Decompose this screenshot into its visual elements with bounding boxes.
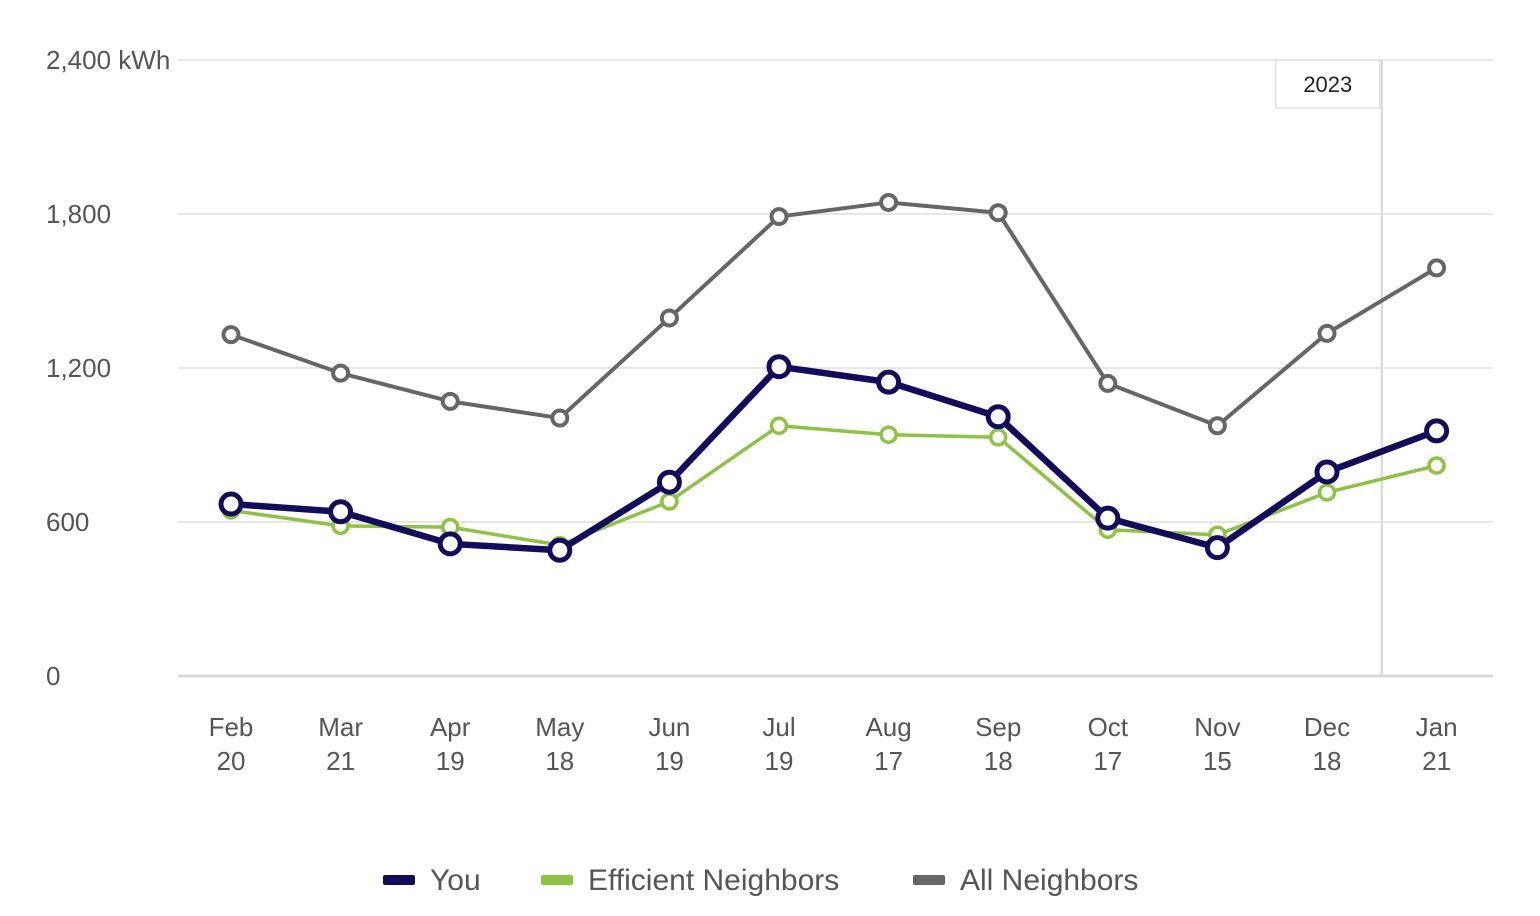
y-axis: 0 600 1,200 1,800 2,400 kWh: [46, 45, 170, 691]
legend: You Efficient Neighbors All Neighbors: [383, 864, 1138, 897]
x-tick-day-label: 19: [436, 746, 465, 776]
x-tick-month-label: Jan: [1416, 712, 1458, 742]
efficient-neighbors-point-sep: [988, 428, 1008, 447]
efficient-neighbors-point-jun: [660, 492, 679, 511]
grid-lines: [178, 59, 1493, 678]
all-neighbors-point-mar: [331, 363, 351, 383]
you-point-oct: [1095, 505, 1121, 531]
legend-swatch-all-neighbors: [913, 875, 945, 885]
all-neighbors-point-oct: [1098, 373, 1118, 393]
y-tick-label-600: 600: [46, 507, 89, 537]
x-tick-aug: Aug 17: [865, 712, 911, 776]
you-point-jun: [656, 469, 682, 495]
x-tick-jan: Jan 21: [1416, 712, 1458, 776]
all-neighbors-point-jan: [1427, 258, 1447, 278]
all-neighbors-point-dec: [1317, 323, 1337, 343]
series-lines: [218, 192, 1450, 563]
x-tick-day-label: 17: [874, 746, 903, 776]
you-point-apr: [437, 531, 463, 557]
legend-swatch-efficient-neighbors: [541, 875, 573, 885]
efficient-neighbors-point-jul: [769, 416, 789, 435]
x-tick-may: May 18: [535, 712, 584, 776]
x-tick-month-label: Aug: [865, 712, 911, 742]
you-point-dec: [1314, 459, 1340, 485]
efficient-neighbors-point-dec: [1317, 483, 1337, 502]
legend-label-efficient-neighbors: Efficient Neighbors: [588, 864, 839, 897]
x-tick-jul: Jul 19: [762, 712, 795, 776]
x-tick-day-label: 20: [217, 746, 246, 776]
x-tick-feb: Feb 20: [209, 712, 254, 776]
x-tick-day-label: 18: [984, 746, 1013, 776]
legend-item-you: You: [383, 864, 481, 897]
x-tick-month-label: Apr: [430, 712, 471, 742]
you-point-mar: [328, 499, 354, 525]
y-tick-label-1200: 1,200: [46, 353, 111, 383]
all-neighbors-point-nov: [1207, 416, 1227, 436]
year-label: 2023: [1303, 72, 1352, 97]
efficient-neighbors-point-jan: [1427, 456, 1446, 475]
you-point-may: [547, 537, 573, 563]
x-tick-month-label: Dec: [1304, 712, 1350, 742]
all-neighbors-point-sep: [988, 203, 1008, 223]
x-tick-nov: Nov 15: [1194, 712, 1240, 776]
x-tick-day-label: 18: [545, 746, 574, 776]
you-point-sep: [985, 404, 1011, 430]
x-tick-apr: Apr 19: [430, 712, 471, 776]
all-neighbors-point-may: [550, 408, 570, 428]
series-all-neighbors: [221, 192, 1447, 436]
you-point-nov: [1204, 535, 1230, 561]
efficient-neighbors-point-aug: [879, 425, 898, 444]
x-tick-month-label: Feb: [209, 712, 254, 742]
year-annotation: 2023: [1275, 59, 1383, 676]
efficient-neighbors-line: [229, 424, 1439, 547]
you-point-feb: [218, 491, 244, 517]
x-tick-mar: Mar 21: [318, 712, 363, 776]
all-neighbors-point-jun: [659, 308, 679, 328]
x-tick-day-label: 15: [1203, 746, 1232, 776]
year-label-box: [1275, 59, 1381, 109]
y-tick-label-0: 0: [46, 661, 60, 691]
x-tick-dec: Dec 18: [1304, 712, 1350, 776]
all-neighbors-line: [229, 200, 1439, 428]
legend-label-you: You: [430, 864, 481, 897]
y-tick-label-1800: 1,800: [46, 199, 111, 229]
x-tick-day-label: 21: [326, 746, 355, 776]
legend-item-all-neighbors: All Neighbors: [913, 864, 1138, 897]
x-tick-month-label: May: [535, 712, 584, 742]
you-line: [227, 363, 1440, 554]
x-tick-oct: Oct 17: [1088, 712, 1129, 776]
x-tick-day-label: 19: [655, 746, 684, 776]
all-neighbors-point-jul: [769, 207, 789, 227]
x-tick-day-label: 17: [1093, 746, 1122, 776]
legend-swatch-you: [383, 875, 415, 885]
x-tick-day-label: 18: [1313, 746, 1342, 776]
all-neighbors-point-apr: [440, 391, 460, 411]
x-tick-month-label: Jul: [762, 712, 795, 742]
you-point-aug: [876, 369, 902, 395]
x-tick-month-label: Oct: [1088, 712, 1129, 742]
series-you: [218, 354, 1450, 563]
x-axis: Feb 20 Mar 21 Apr 19 May 18 Jun 19 Jul 19 Aug 17 Sep 18…: [209, 712, 1458, 776]
x-tick-jun: Jun 19: [648, 712, 690, 776]
legend-item-efficient-neighbors: Efficient Neighbors: [541, 864, 839, 897]
x-tick-month-label: Sep: [975, 712, 1021, 742]
you-point-jan: [1424, 418, 1450, 444]
x-tick-day-label: 19: [765, 746, 794, 776]
you-point-jul: [766, 354, 792, 380]
all-neighbors-point-aug: [879, 192, 899, 212]
legend-label-all-neighbors: All Neighbors: [960, 864, 1138, 897]
all-neighbors-point-feb: [221, 325, 241, 345]
x-tick-month-label: Mar: [318, 712, 363, 742]
x-tick-month-label: Jun: [648, 712, 690, 742]
y-tick-label-2400: 2,400 kWh: [46, 45, 170, 75]
x-tick-sep: Sep 18: [975, 712, 1021, 776]
x-tick-month-label: Nov: [1194, 712, 1240, 742]
x-tick-day-label: 21: [1422, 746, 1451, 776]
